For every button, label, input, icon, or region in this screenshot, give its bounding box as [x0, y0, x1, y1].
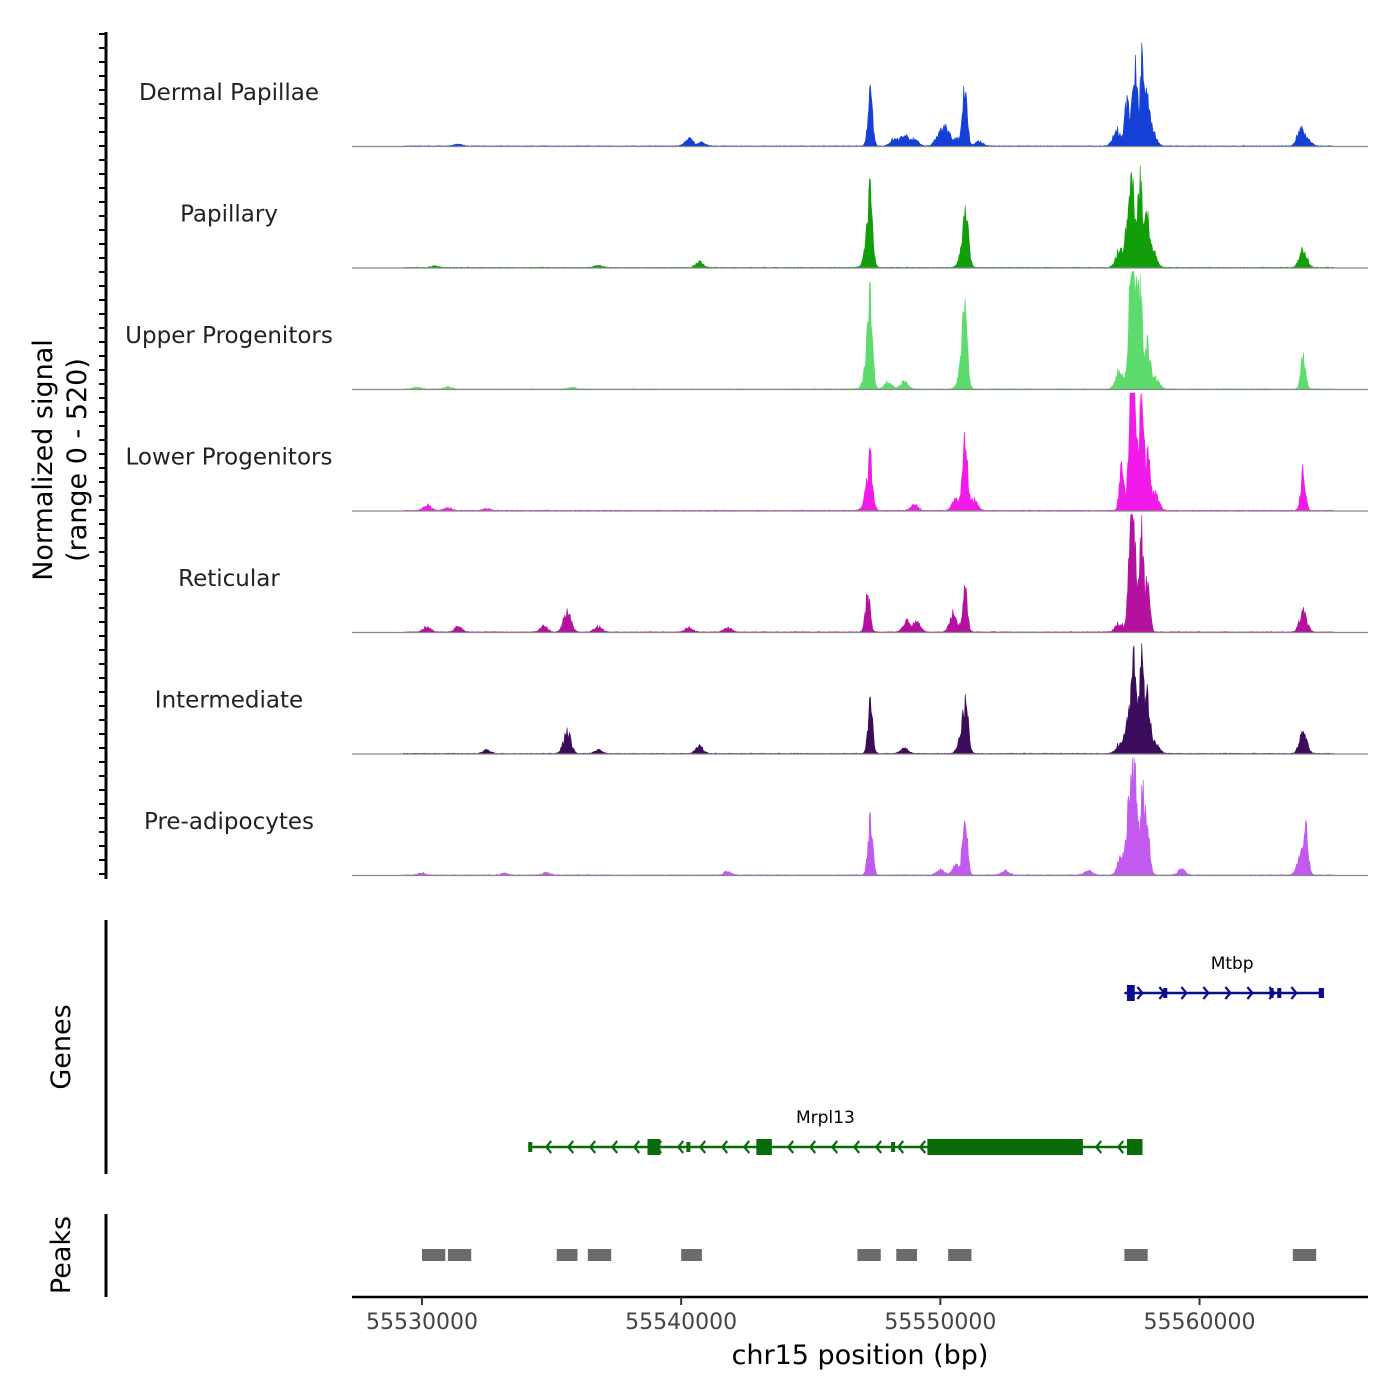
strand-arrow — [1202, 986, 1210, 1000]
gene-exon — [1277, 988, 1282, 998]
gene-exon — [756, 1139, 772, 1155]
peaks-panel — [104, 1214, 1317, 1297]
peak-region — [421, 1249, 446, 1261]
signal-area-5 — [403, 643, 1335, 755]
peak-region — [681, 1249, 702, 1261]
peak-region — [1292, 1249, 1317, 1261]
strand-arrow — [1116, 1140, 1125, 1154]
strand-arrow — [632, 1140, 641, 1154]
track-label: Papillary — [180, 202, 278, 228]
gene-label: Mtbp — [1211, 954, 1254, 974]
gene-exon — [1126, 1139, 1143, 1155]
strand-arrow — [698, 1140, 707, 1154]
gene-exon — [647, 1139, 661, 1155]
peaks-panel-label: Peaks — [46, 1216, 77, 1294]
strand-arrow — [808, 1140, 817, 1154]
strand-arrow — [588, 1140, 597, 1154]
strand-arrow — [874, 1140, 883, 1154]
signal-area-6 — [403, 757, 1335, 876]
signal-area-0 — [403, 42, 1335, 147]
signal-area-3 — [403, 392, 1335, 512]
peak-region — [1124, 1249, 1148, 1261]
gene-exon — [686, 1142, 691, 1152]
strand-arrow — [1180, 986, 1188, 1000]
strand-arrow — [1094, 1140, 1103, 1154]
signal-area-2 — [403, 271, 1335, 390]
x-tick-label: 55530000 — [366, 1310, 478, 1335]
strand-arrow — [742, 1140, 751, 1154]
x-tick-label: 55560000 — [1144, 1310, 1256, 1335]
gene-exon — [1269, 988, 1274, 998]
strand-arrow — [1224, 986, 1232, 1000]
x-tick-label: 55540000 — [625, 1310, 737, 1335]
gene-exon — [891, 1142, 896, 1152]
peak-region — [857, 1249, 881, 1261]
signal-area-4 — [403, 514, 1335, 633]
peak-region — [948, 1249, 972, 1261]
track-label: Lower Progenitors — [126, 445, 333, 471]
gene-label: Mrpl13 — [796, 1108, 855, 1128]
track-label: Intermediate — [155, 688, 303, 714]
genes-panel-label: Genes — [46, 1004, 77, 1089]
strand-arrow — [676, 1140, 685, 1154]
genes-panel: Mtbp Mrpl13 — [104, 920, 1324, 1174]
gene-exon — [927, 1139, 1083, 1155]
gene-exon — [1318, 988, 1324, 998]
strand-arrow — [896, 1140, 905, 1154]
strand-arrow — [1246, 986, 1254, 1000]
gene-exon — [1126, 985, 1135, 1001]
gene-exon — [1163, 988, 1168, 998]
strand-arrow — [720, 1140, 729, 1154]
y-axis-label-line1: Normalized signal — [28, 339, 59, 581]
gene-exon — [528, 1142, 533, 1152]
strand-arrow — [786, 1140, 795, 1154]
x-axis: 55530000 55540000 55550000 55560000 — [352, 1295, 1368, 1335]
strand-arrow — [1136, 986, 1144, 1000]
strand-arrow — [566, 1140, 575, 1154]
peak-region — [447, 1249, 472, 1261]
track-label: Dermal Papillae — [139, 80, 319, 106]
signal-panel: Dermal Papillae Papillary Upper Progenitor… — [99, 32, 1368, 879]
signal-area-1 — [403, 165, 1335, 269]
strand-arrow — [610, 1140, 619, 1154]
peak-region — [587, 1249, 612, 1261]
strand-arrow — [1290, 986, 1298, 1000]
peak-region — [556, 1249, 578, 1261]
peak-region — [896, 1249, 918, 1261]
strand-arrow — [918, 1140, 927, 1154]
strand-arrow — [544, 1140, 553, 1154]
track-label: Pre-adipocytes — [144, 809, 314, 835]
strand-arrow — [852, 1140, 861, 1154]
x-axis-label: chr15 position (bp) — [732, 1340, 989, 1371]
x-tick-label: 55550000 — [884, 1310, 996, 1335]
track-label: Upper Progenitors — [125, 323, 333, 349]
strand-arrow — [830, 1140, 839, 1154]
y-axis-label-line2: (range 0 - 520) — [62, 358, 93, 562]
track-label: Reticular — [178, 566, 280, 592]
